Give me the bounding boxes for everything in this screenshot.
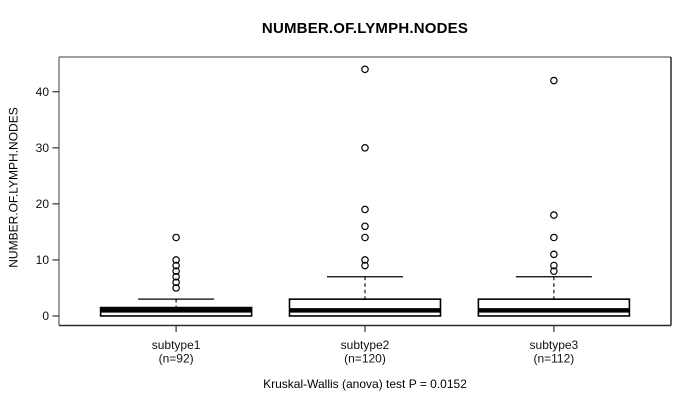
outlier-point-subtype1 — [172, 256, 180, 264]
outlier-point-subtype1 — [172, 267, 180, 275]
y-tick-label: 10 — [36, 253, 50, 267]
outlier-point-subtype3 — [550, 267, 558, 275]
x-sublabel-subtype3: (n=112) — [533, 352, 574, 366]
outlier-point-subtype1 — [172, 233, 180, 242]
outlier-point-subtype1 — [172, 284, 180, 292]
x-sublabel-subtype2: (n=120) — [344, 352, 386, 366]
kruskal-wallis-caption: Kruskal-Wallis (anova) test P = 0.0152 — [263, 377, 467, 391]
y-tick-label: 0 — [42, 309, 49, 323]
x-sublabel-subtype1: (n=92) — [159, 352, 194, 366]
y-tick-label: 20 — [36, 197, 50, 211]
outlier-point-subtype3 — [550, 250, 558, 259]
outlier-point-subtype2 — [361, 261, 369, 270]
box-subtype2 — [288, 298, 442, 317]
outlier-point-subtype3 — [550, 76, 558, 85]
x-label-subtype1: subtype1 — [152, 338, 201, 352]
outlier-point-subtype2 — [361, 233, 369, 242]
outlier-point-subtype2 — [361, 222, 369, 231]
outlier-point-subtype1 — [172, 272, 180, 281]
x-label-subtype3: subtype3 — [530, 338, 579, 352]
outlier-point-subtype2 — [361, 256, 369, 264]
outlier-point-subtype1 — [172, 278, 180, 287]
outlier-point-subtype3 — [550, 261, 558, 270]
outlier-point-subtype2 — [361, 65, 369, 74]
chart-title: NUMBER.OF.LYMPH.NODES — [261, 20, 469, 37]
outlier-point-subtype1 — [172, 261, 180, 270]
box-subtype3 — [477, 298, 631, 317]
y-tick-label: 40 — [36, 85, 50, 99]
outlier-point-subtype3 — [550, 211, 558, 219]
outlier-point-subtype2 — [361, 144, 369, 152]
y-tick-label: 30 — [36, 141, 50, 155]
outlier-point-subtype3 — [550, 233, 558, 242]
x-label-subtype2: subtype2 — [341, 338, 390, 352]
outlier-point-subtype2 — [361, 205, 369, 214]
